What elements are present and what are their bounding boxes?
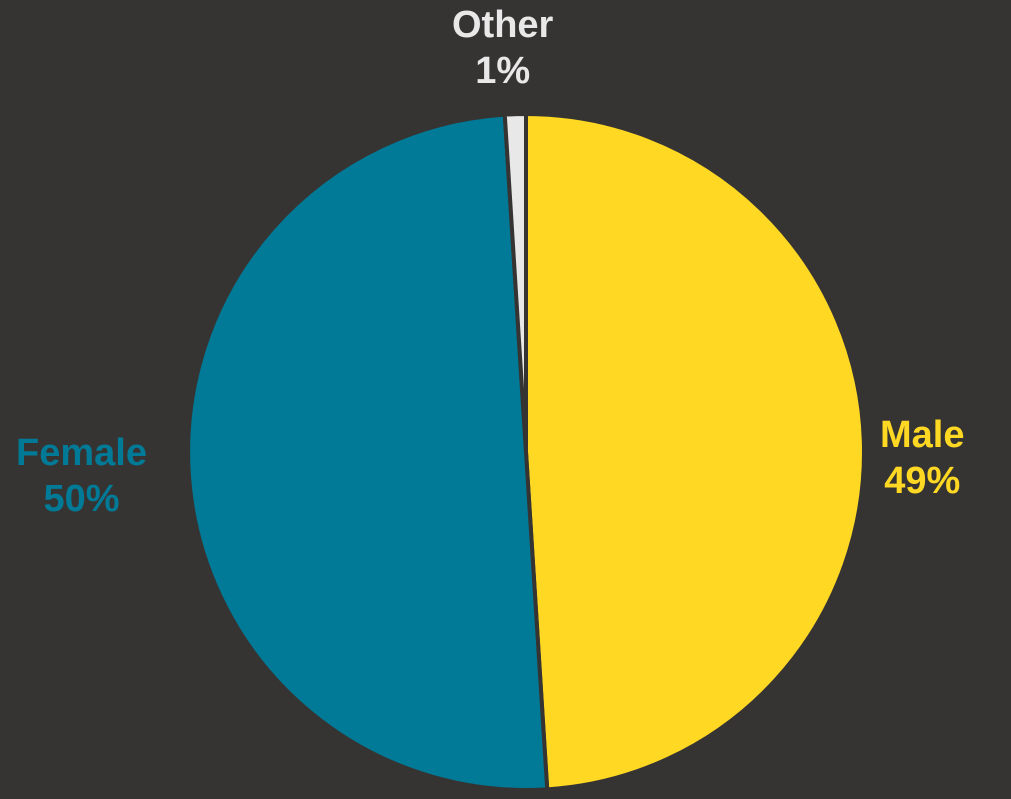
pie-slice-other — [502, 112, 528, 454]
slice-label-male-name: Male — [880, 414, 965, 456]
slice-label-other: Other 1% — [452, 2, 553, 94]
slice-label-other-name: Other — [452, 4, 554, 46]
slice-label-female: Female 50% — [16, 430, 147, 522]
slice-label-male: Male 49% — [880, 412, 964, 504]
slice-label-other-percent: 1% — [475, 50, 531, 92]
pie-slice-female — [186, 112, 550, 792]
pie-slice-male — [524, 112, 866, 792]
slice-label-female-name: Female — [16, 432, 147, 474]
slice-label-male-percent: 49% — [884, 460, 961, 502]
slice-label-female-percent: 50% — [43, 478, 120, 520]
